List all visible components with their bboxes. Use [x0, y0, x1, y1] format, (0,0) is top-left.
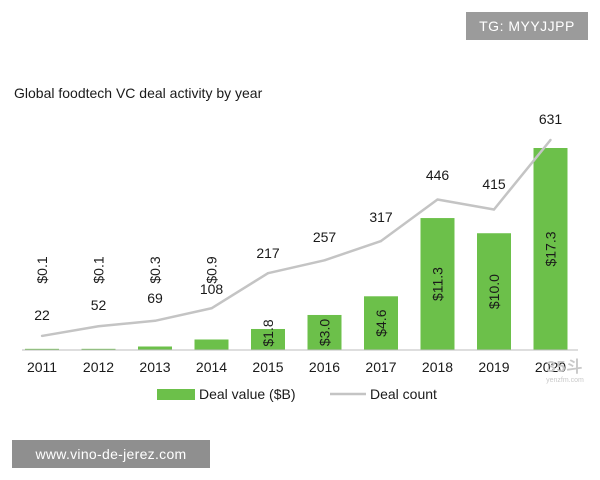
x-tick-2015: 2015 [252, 359, 283, 375]
bar-2018 [420, 218, 455, 350]
count-label-2016: 257 [313, 229, 337, 245]
count-label-2012: 52 [91, 297, 107, 313]
count-label-2011: 22 [34, 307, 50, 323]
bar-label-2012: $0.1 [91, 256, 107, 283]
chart-title: Global foodtech VC deal activity by year [14, 85, 263, 101]
count-label-2019: 415 [482, 176, 506, 192]
bar-2019 [477, 233, 511, 350]
count-label-2017: 317 [369, 209, 393, 225]
bar-label-2011: $0.1 [34, 256, 50, 283]
bar-label-2019: $10.0 [486, 274, 502, 309]
deal-count-point-2016 [323, 259, 326, 262]
deal-count-line [41, 139, 552, 338]
x-tick-2011: 2011 [27, 359, 57, 375]
logo-subtext: yenzfm.com [546, 377, 584, 384]
bar-label-2016: $3.0 [317, 319, 333, 346]
logo-text: 35斗 [546, 359, 584, 376]
bar-label-2013: $0.3 [147, 256, 163, 283]
deal-count-point-2011 [40, 334, 44, 338]
bar-2015 [251, 328, 285, 350]
count-label-2020: 631 [539, 111, 563, 127]
x-tick-2012: 2012 [83, 359, 114, 375]
bar-2011 [25, 348, 59, 350]
logo-mark: 35斗 yenzfm.com [543, 360, 587, 385]
bar-label-2015: $1.8 [260, 319, 276, 346]
x-tick-2018: 2018 [422, 359, 453, 375]
deal-count-point-2017 [379, 239, 383, 243]
bar-2020 [533, 148, 568, 350]
bar-label-2014: $0.9 [204, 256, 220, 283]
watermark-url: www.vino-de-jerez.com [12, 440, 210, 468]
bar-2012 [81, 348, 116, 350]
legend: Deal value ($B) Deal count [157, 386, 437, 402]
deal-count-point-2018 [436, 198, 439, 201]
count-label-2014: 108 [200, 281, 224, 297]
bar-2013 [138, 346, 172, 350]
deal-count-point-2014 [210, 307, 213, 310]
bar-2017 [364, 296, 398, 350]
x-tick-2020: 2020 [535, 359, 566, 375]
deal-count-point-2015 [266, 271, 270, 275]
x-tick-2019: 2019 [478, 359, 509, 375]
tg-badge: TG: MYYJJPP [466, 12, 588, 40]
x-tick-2014: 2014 [196, 359, 227, 375]
bar-2016 [307, 314, 342, 350]
bar-label-2017: $4.6 [373, 309, 389, 336]
x-tick-2016: 2016 [309, 359, 340, 375]
bar-label-2020: $17.3 [543, 231, 559, 266]
count-label-2013: 69 [147, 290, 163, 306]
x-tick-2017: 2017 [365, 359, 396, 375]
count-label-2015: 217 [256, 245, 280, 261]
bar-2014 [194, 339, 229, 350]
legend-swatch-deal-value [157, 389, 195, 400]
legend-label-deal-count: Deal count [370, 386, 437, 402]
x-tick-2013: 2013 [139, 359, 170, 375]
bar-label-2018: $11.3 [430, 267, 446, 301]
deal-count-point-2020 [549, 138, 552, 142]
deal-count-point-2012 [97, 325, 100, 328]
count-label-2018: 446 [426, 167, 450, 183]
deal-count-point-2013 [153, 319, 157, 323]
deal-count-point-2019 [492, 208, 496, 211]
legend-label-deal-value: Deal value ($B) [199, 386, 296, 402]
